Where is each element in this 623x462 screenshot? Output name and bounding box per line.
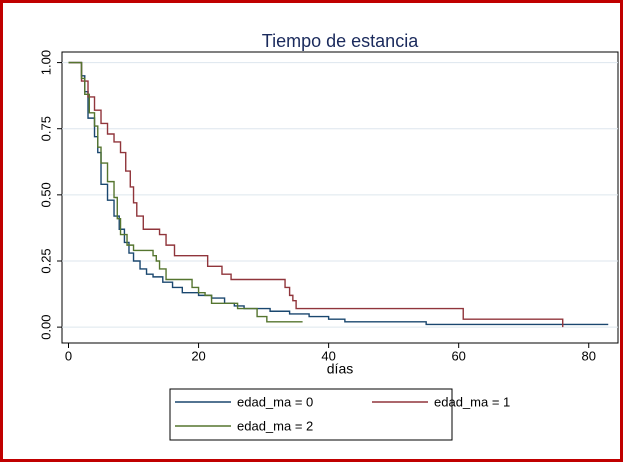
legend-label: edad_ma = 2: [237, 418, 313, 433]
legend-label: edad_ma = 1: [434, 394, 510, 409]
y-tick-label: 0.75: [38, 116, 53, 141]
y-tick-label: 0.50: [38, 182, 53, 207]
x-tick-label: 80: [582, 348, 596, 363]
km-curve: [68, 61, 609, 326]
x-tick-label: 20: [191, 348, 205, 363]
km-curve: [68, 61, 564, 328]
chart-title: Tiempo de estancia: [262, 31, 419, 51]
legend: [169, 388, 453, 441]
y-tick-label: 0.00: [38, 314, 53, 339]
x-axis-label: días: [327, 361, 353, 377]
x-tick-label: 40: [321, 348, 335, 363]
y-tick-label: 1.00: [38, 50, 53, 75]
km-curve: [68, 61, 303, 323]
legend-label: edad_ma = 0: [237, 394, 313, 409]
y-tick-label: 0.25: [38, 248, 53, 273]
x-tick-label: 60: [451, 348, 465, 363]
x-tick-label: 0: [65, 348, 72, 363]
plot-area: [61, 51, 619, 344]
